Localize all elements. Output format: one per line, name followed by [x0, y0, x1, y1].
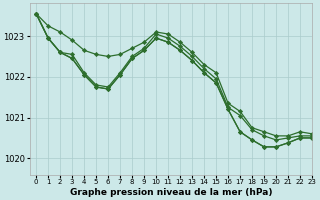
X-axis label: Graphe pression niveau de la mer (hPa): Graphe pression niveau de la mer (hPa)	[70, 188, 272, 197]
